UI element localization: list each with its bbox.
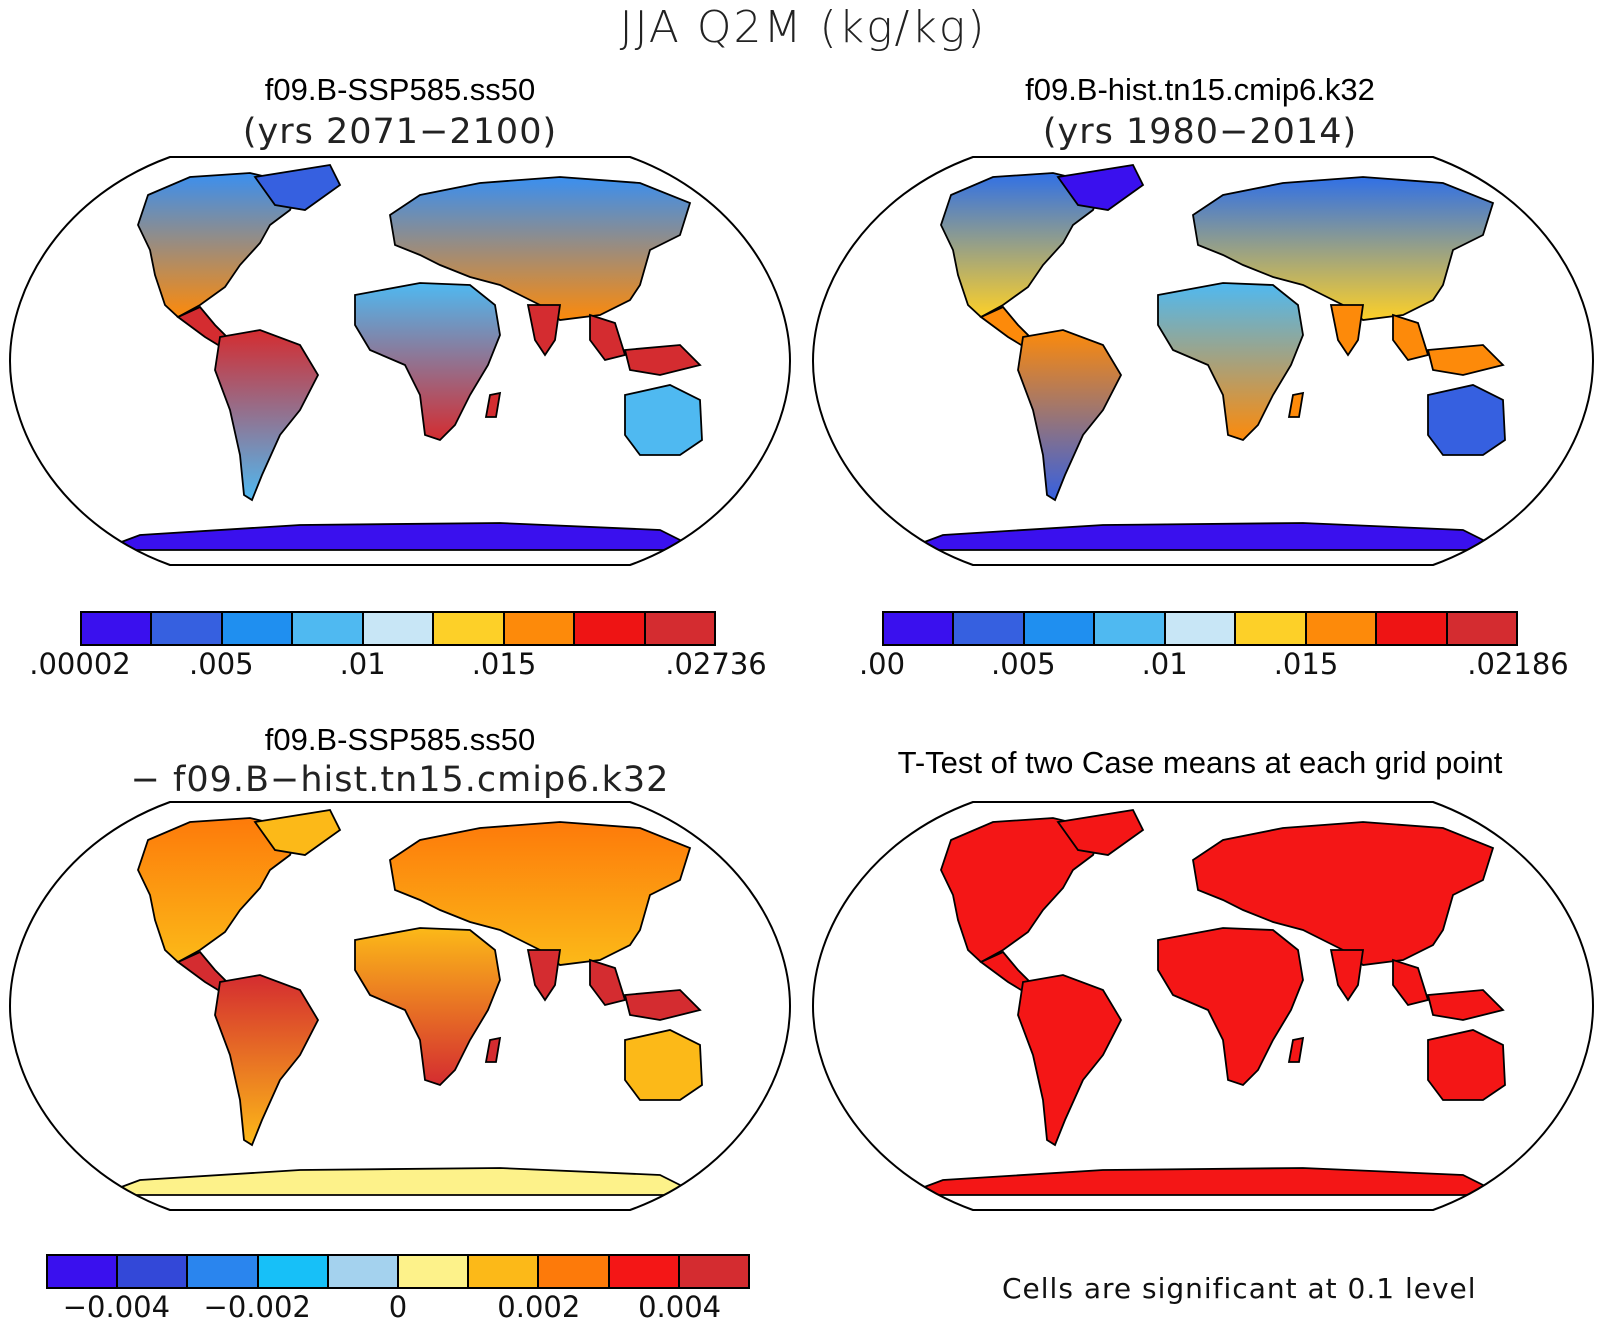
panel2-title: f09.B-hist.tn15.cmip6.k32 [1025,72,1375,107]
colorbar-swatch [575,613,646,644]
map-outline [811,156,1595,566]
landmass-australia [624,384,703,456]
landmass-samerica [1017,974,1123,1147]
landmass-india [526,949,562,1002]
colorbar-tick-label: .01 [1141,647,1188,681]
colorbar-tick-label: .00 [858,647,906,681]
landmass-madagascar [484,391,502,418]
panel4-title: T-Test of two Case means at each grid po… [897,745,1503,780]
colorbar-swatch [399,1256,470,1287]
landmass-africa [354,927,501,1087]
colorbar-historical [882,611,1518,646]
map-outline [8,156,792,566]
colorbar-swatch [1377,613,1448,644]
panel3-subtitle: − f09.B−hist.tn15.cmip6.k32 [130,760,670,800]
landmass-madagascar [1287,1036,1305,1063]
colorbar-swatch [1236,613,1307,644]
colorbar-swatch [434,613,505,644]
landmass-australia [1427,384,1506,456]
colorbar-difference [46,1254,750,1289]
colorbar-swatch [328,1256,400,1287]
significance-note: Cells are significant at 0.1 level [1002,1272,1477,1305]
colorbar-tick-label: .015 [1273,647,1339,681]
map-difference [8,801,792,1211]
landmass-seasia [1392,958,1430,1007]
colorbar-swatch [609,1256,680,1287]
landmass-eurasia [1192,176,1495,321]
landmass-samerica [214,974,320,1147]
colorbar-swatch [539,1256,610,1287]
landmass-africa [354,282,501,442]
colorbar-tick-label: .015 [471,647,537,681]
landmass-seasia [589,313,627,362]
colorbar-tick-label: 0.002 [497,1290,581,1324]
landmass-india [1329,304,1365,357]
colorbar-swatch [1165,613,1237,644]
landmass-samerica [214,329,320,502]
colorbar-tick-label: .01 [339,647,386,681]
colorbar-swatch [363,613,435,644]
landmass-madagascar [1287,391,1305,418]
colorbar-swatch [504,613,576,644]
colorbar-swatch [1024,613,1096,644]
colorbar-tick-label: 0.004 [638,1290,722,1324]
figure-title: JJA Q2M (kg/kg) [619,2,987,53]
colorbar-swatch [884,613,955,644]
landmass-islands [623,344,702,376]
colorbar-swatch [1095,613,1166,644]
landmass-eurasia [389,821,692,966]
landmass-australia [624,1029,703,1101]
colorbar-swatch [48,1256,119,1287]
landmass-greenland [1056,809,1145,856]
colorbar-swatch [469,1256,540,1287]
landmass-india [1329,949,1365,1002]
landmass-eurasia [389,176,692,321]
colorbar-tick-label: −0.002 [203,1290,311,1324]
landmass-madagascar [484,1036,502,1063]
colorbar-tick-label: −0.004 [62,1290,171,1324]
colorbar-swatch [679,1256,749,1287]
landmass-seasia [1392,313,1430,362]
colorbar-swatch [152,613,223,644]
map-future [8,156,792,566]
colorbar-tick-label: .005 [991,647,1056,681]
landmass-islands [1426,989,1505,1021]
colorbar-swatch [222,613,294,644]
colorbar-swatch [188,1256,259,1287]
colorbar-swatch [1306,613,1378,644]
colorbar-future [80,611,716,646]
landmass-india [526,304,562,357]
panel3-title: f09.B-SSP585.ss50 [264,722,536,757]
colorbar-tick-label: .02186 [1467,647,1569,681]
colorbar-swatch [82,613,153,644]
colorbar-tick-label: .02736 [665,647,767,681]
map-outline [811,801,1595,1211]
landmass-eurasia [1192,821,1495,966]
landmass-islands [1426,344,1505,376]
colorbar-swatch [645,613,714,644]
panel2-subtitle: (yrs 1980−2014) [1042,112,1358,152]
colorbar-swatch [1447,613,1516,644]
landmass-greenland [253,809,342,856]
colorbar-tick-label: 0 [388,1290,408,1324]
colorbar-swatch [118,1256,189,1287]
colorbar-swatch [258,1256,329,1287]
landmass-seasia [589,958,627,1007]
landmass-africa [1157,282,1304,442]
landmass-australia [1427,1029,1506,1101]
landmass-africa [1157,927,1304,1087]
landmass-greenland [1056,164,1145,211]
map-outline [8,801,792,1211]
colorbar-swatch [954,613,1025,644]
panel1-title: f09.B-SSP585.ss50 [264,72,536,107]
map-ttest [811,801,1595,1211]
landmass-samerica [1017,329,1123,502]
landmass-greenland [253,164,342,211]
panel1-subtitle: (yrs 2071−2100) [242,112,558,152]
landmass-islands [623,989,702,1021]
colorbar-swatch [293,613,364,644]
map-historical [811,156,1595,566]
colorbar-tick-label: .00002 [29,647,131,681]
colorbar-tick-label: .005 [189,647,254,681]
